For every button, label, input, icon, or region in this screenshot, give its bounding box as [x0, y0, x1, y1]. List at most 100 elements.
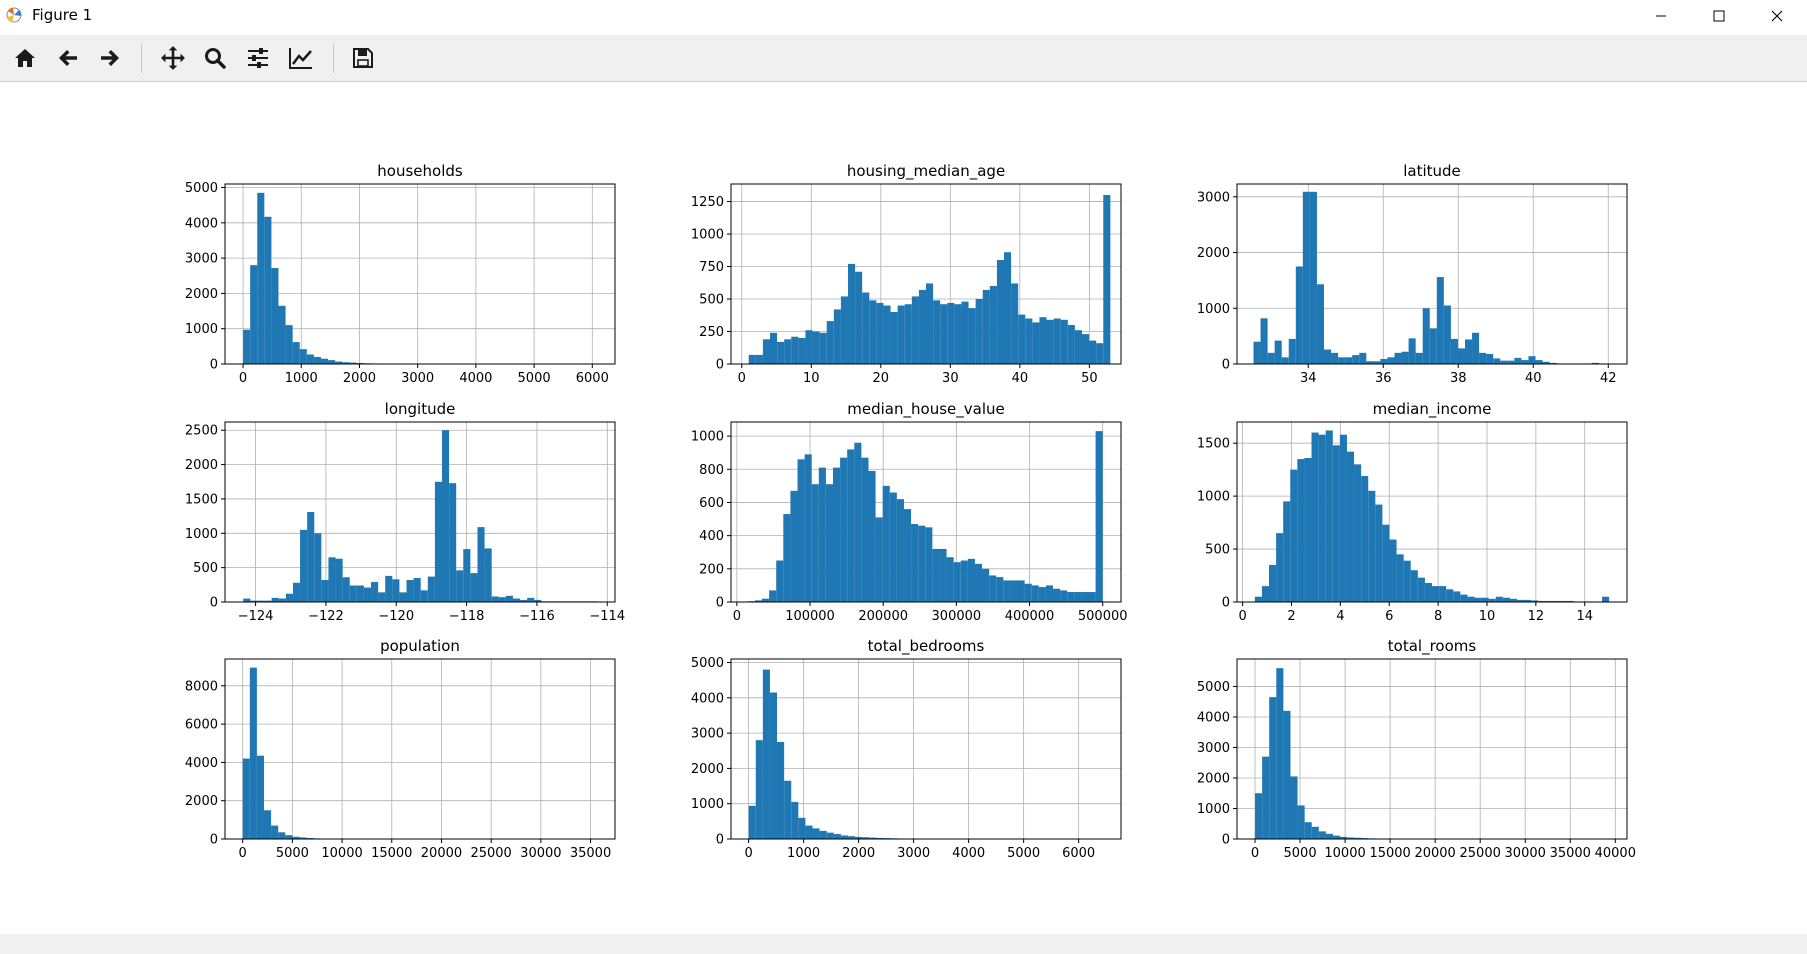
x-tick-label: 6000: [1062, 846, 1095, 861]
pan-button[interactable]: [155, 40, 191, 76]
histogram-bar: [996, 260, 1004, 364]
x-tick-label: −118: [449, 609, 485, 624]
histogram-bar: [256, 755, 264, 839]
zoom-button[interactable]: [197, 40, 233, 76]
matplotlib-logo-icon: [6, 7, 22, 23]
histogram-bar: [427, 576, 435, 602]
minimize-button[interactable]: [1633, 0, 1689, 31]
figure-canvas[interactable]: 0 1000 2000 3000 4000 5000 6000 0 1000 2000 3000 40…: [0, 82, 1807, 934]
y-tick-label: 5000: [185, 181, 218, 196]
move-icon: [161, 46, 185, 70]
histogram-bar: [257, 600, 265, 602]
x-tick-label: 5000: [1007, 846, 1040, 861]
histogram-bar: [399, 592, 407, 602]
histogram-bar: [1474, 597, 1482, 602]
x-tick-label: 15000: [371, 846, 412, 861]
toolbar-separator: [333, 43, 334, 73]
histogram-bar: [776, 560, 784, 602]
histogram-bar: [1354, 837, 1362, 839]
histogram-bar: [527, 597, 535, 602]
histogram-bar: [1269, 564, 1277, 602]
y-tick-label: 250: [699, 325, 724, 340]
edit-axis-button[interactable]: [283, 40, 319, 76]
histogram-bar: [918, 289, 926, 364]
x-tick-label: 6000: [576, 371, 609, 386]
histogram-bar: [349, 362, 357, 364]
window-title: Figure 1: [32, 6, 93, 24]
y-tick-label: 500: [699, 293, 724, 308]
histogram-bar: [249, 667, 257, 839]
histogram-bar: [1389, 539, 1397, 602]
forward-button[interactable]: [92, 40, 128, 76]
histogram-bar: [1486, 353, 1494, 364]
y-tick-label: 0: [210, 596, 218, 611]
x-tick-label: 0: [738, 371, 746, 386]
x-tick-label: −124: [238, 609, 274, 624]
histogram-bar: [1408, 338, 1416, 364]
histogram-bar: [1481, 597, 1489, 602]
y-tick-label: 0: [210, 358, 218, 373]
subplot-total-bedrooms: 0 1000 2000 3000 4000 5000 6000 0 1000 2000 3000 40…: [691, 637, 1122, 861]
y-tick-label: 1000: [691, 228, 724, 243]
x-tick-label: 38: [1450, 371, 1467, 386]
x-tick-label: 20000: [421, 846, 462, 861]
histogram-bar: [875, 517, 883, 602]
y-tick-label: 1000: [1197, 802, 1230, 817]
histogram-bar: [1559, 600, 1567, 602]
histogram-bar: [1081, 592, 1089, 602]
histogram-bar: [783, 514, 791, 602]
histogram-bar: [1283, 710, 1291, 839]
y-tick-label: 500: [193, 561, 218, 576]
histogram-bar: [1318, 434, 1326, 602]
histogram-bar: [356, 585, 364, 602]
y-tick-label: 2000: [185, 458, 218, 473]
x-tick-label: 0: [733, 609, 741, 624]
back-button[interactable]: [50, 40, 86, 76]
histogram-bar: [1297, 459, 1305, 602]
histogram-bar: [498, 597, 506, 602]
histogram-bar: [1017, 580, 1025, 602]
histogram-bar: [484, 548, 492, 602]
y-tick-label: 1500: [185, 492, 218, 507]
subplot-population: 0 5000 10000 15000 20000 25000 30000 35000 0 2000…: [185, 637, 616, 861]
histogram-bar: [1276, 668, 1284, 839]
home-button[interactable]: [7, 40, 43, 76]
configure-subplots-button[interactable]: [240, 40, 276, 76]
histogram-bar: [1316, 284, 1324, 364]
histogram-bar: [1436, 277, 1444, 364]
histogram-bar: [328, 557, 336, 602]
maximize-button[interactable]: [1691, 0, 1747, 31]
histogram-bar: [953, 562, 961, 602]
histogram-bar: [243, 329, 251, 364]
histogram-bar: [926, 283, 934, 364]
histogram-bar: [1495, 596, 1503, 602]
histogram-bar: [840, 835, 848, 839]
x-tick-label: 0: [1238, 609, 1246, 624]
histogram-bar: [1309, 191, 1317, 364]
close-button[interactable]: [1749, 0, 1805, 31]
histogram-bar: [292, 836, 300, 839]
histogram-bar: [811, 484, 819, 602]
histogram-bar: [784, 339, 792, 364]
histogram-bar: [1354, 464, 1362, 602]
save-button[interactable]: [345, 40, 381, 76]
histogram-bar: [1429, 328, 1437, 364]
histogram-bar: [869, 837, 877, 839]
y-tick-label: 1500: [1197, 437, 1230, 452]
title-bar: Figure 1: [0, 0, 1807, 31]
x-tick-label: −116: [519, 609, 555, 624]
histogram-bar: [855, 271, 863, 364]
histogram-bar: [1380, 358, 1388, 364]
toolbar-separator: [141, 43, 142, 73]
histogram-bar: [491, 596, 499, 602]
histogram-bar: [1004, 252, 1012, 364]
x-tick-label: 0: [744, 846, 752, 861]
histogram-bar: [263, 810, 272, 839]
histogram-bar: [982, 568, 990, 602]
y-tick-label: 200: [699, 562, 724, 577]
histogram-bar: [1038, 587, 1046, 602]
histogram-bar: [1281, 357, 1289, 364]
x-tick-label: 25000: [470, 846, 511, 861]
histogram-bar: [1552, 600, 1560, 602]
x-tick-label: 3000: [401, 371, 434, 386]
